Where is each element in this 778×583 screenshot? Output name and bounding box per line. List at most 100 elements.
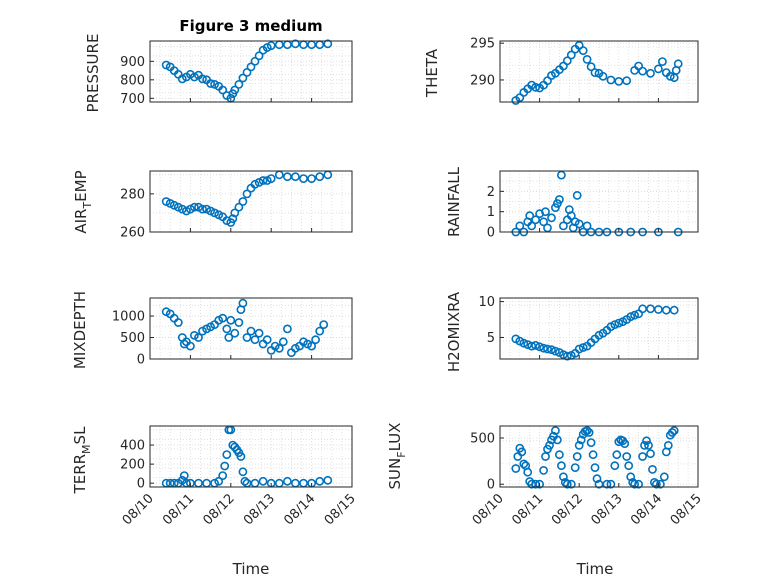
data-point: [661, 305, 671, 315]
data-point: [673, 59, 683, 69]
xtick-label: 08/15: [322, 491, 359, 528]
ytick-label: 1: [487, 205, 495, 220]
data-point: [266, 174, 276, 183]
data-point: [531, 215, 540, 225]
data-point: [630, 310, 639, 320]
xtick-label: 08/13: [589, 491, 626, 528]
data-point: [234, 202, 244, 212]
data-point: [598, 71, 608, 81]
ylabel-air-temp: AIRTEMP: [72, 170, 94, 233]
ytick-label: 0: [487, 226, 495, 241]
ylabel-sun-flux: SUNFLUX: [386, 423, 408, 490]
data-point: [315, 326, 325, 336]
subplot-sun-flux: 0 500 08/10 08/11 08/12 08/13 08/14 08/15 SUNFL…: [386, 423, 705, 529]
data-point: [638, 304, 647, 314]
data-point: [311, 335, 320, 345]
xtick-label: 08/12: [201, 491, 238, 528]
data-point: [654, 305, 663, 314]
data-point: [642, 436, 651, 446]
data-point: [228, 440, 238, 450]
data-point: [234, 318, 244, 327]
ytick-label: 200: [120, 458, 145, 473]
data-point: [519, 459, 529, 469]
ytick-label: 260: [120, 226, 145, 241]
data-point: [659, 472, 669, 482]
data-point: [582, 221, 592, 231]
data-point: [610, 461, 620, 471]
data-point: [179, 471, 189, 480]
xtick-label: 08/10: [470, 491, 507, 528]
data-point: [557, 170, 566, 180]
data-point: [654, 64, 663, 74]
subplot-theta: 290 295 THETA: [423, 37, 699, 105]
ytick-label: 0: [487, 478, 495, 493]
ytick-label: 290: [470, 73, 495, 88]
data-point: [640, 440, 649, 450]
data-point: [588, 450, 598, 460]
data-point: [646, 449, 655, 459]
data-point: [242, 333, 252, 342]
data-point: [614, 318, 624, 328]
data-point: [299, 174, 308, 183]
data-point: [250, 335, 260, 345]
ylabel-theta: THETA: [423, 48, 441, 98]
data-point: [590, 463, 600, 472]
data-point: [519, 338, 529, 348]
data-point: [210, 208, 219, 218]
data-point: [624, 461, 634, 471]
data-point: [254, 328, 264, 338]
data-point: [541, 452, 550, 461]
ytick-label: 500: [470, 432, 495, 447]
data-point: [258, 476, 268, 486]
data-point: [517, 447, 527, 457]
data-point: [644, 440, 653, 450]
data-point: [254, 51, 264, 61]
data-point: [648, 464, 657, 474]
data-point: [557, 461, 566, 471]
data-point: [539, 343, 548, 353]
data-point: [610, 320, 620, 329]
data-point: [566, 211, 576, 221]
data-point: [222, 324, 232, 334]
data-point: [250, 56, 260, 66]
subplot-pressure: 700 800 900 PRESSURE: [84, 34, 353, 112]
data-point: [602, 479, 612, 489]
ytick-label: 500: [120, 331, 145, 346]
data-point: [555, 195, 564, 204]
data-point: [262, 335, 272, 345]
data-point: [525, 211, 535, 221]
data-point: [572, 452, 582, 461]
data-point: [531, 340, 540, 350]
data-point: [282, 476, 292, 486]
data-point: [226, 315, 236, 325]
data-point: [543, 223, 552, 233]
data-point: [630, 66, 639, 75]
ytick-label: 0: [137, 353, 145, 368]
data-point: [274, 343, 284, 353]
ytick-label: 280: [120, 187, 145, 202]
xtick-label: 08/14: [628, 491, 665, 528]
data-point: [652, 479, 661, 489]
data-point: [222, 450, 232, 459]
data-point: [323, 39, 333, 49]
ytick-label: 0: [137, 477, 145, 492]
data-point: [553, 435, 562, 445]
subplot-h2omixra: 5 10 H2OMIXRA: [445, 291, 699, 372]
data-point: [669, 305, 679, 315]
data-point: [299, 40, 308, 50]
data-point: [646, 304, 655, 314]
data-point: [535, 342, 544, 352]
data-point: [274, 40, 284, 50]
figure-title: Figure 3 medium: [179, 17, 322, 35]
data-point: [578, 343, 588, 352]
data-point: [240, 476, 250, 486]
data-point: [246, 62, 256, 72]
subplot-air-temp: 260 280 AIRTEMP: [72, 170, 353, 241]
data-point: [319, 320, 329, 329]
ytick-label: 400: [120, 439, 145, 454]
data-point: [278, 337, 288, 347]
data-point: [230, 328, 240, 338]
data-point: [527, 221, 537, 231]
data-point: [578, 46, 588, 55]
data-point: [620, 439, 630, 448]
